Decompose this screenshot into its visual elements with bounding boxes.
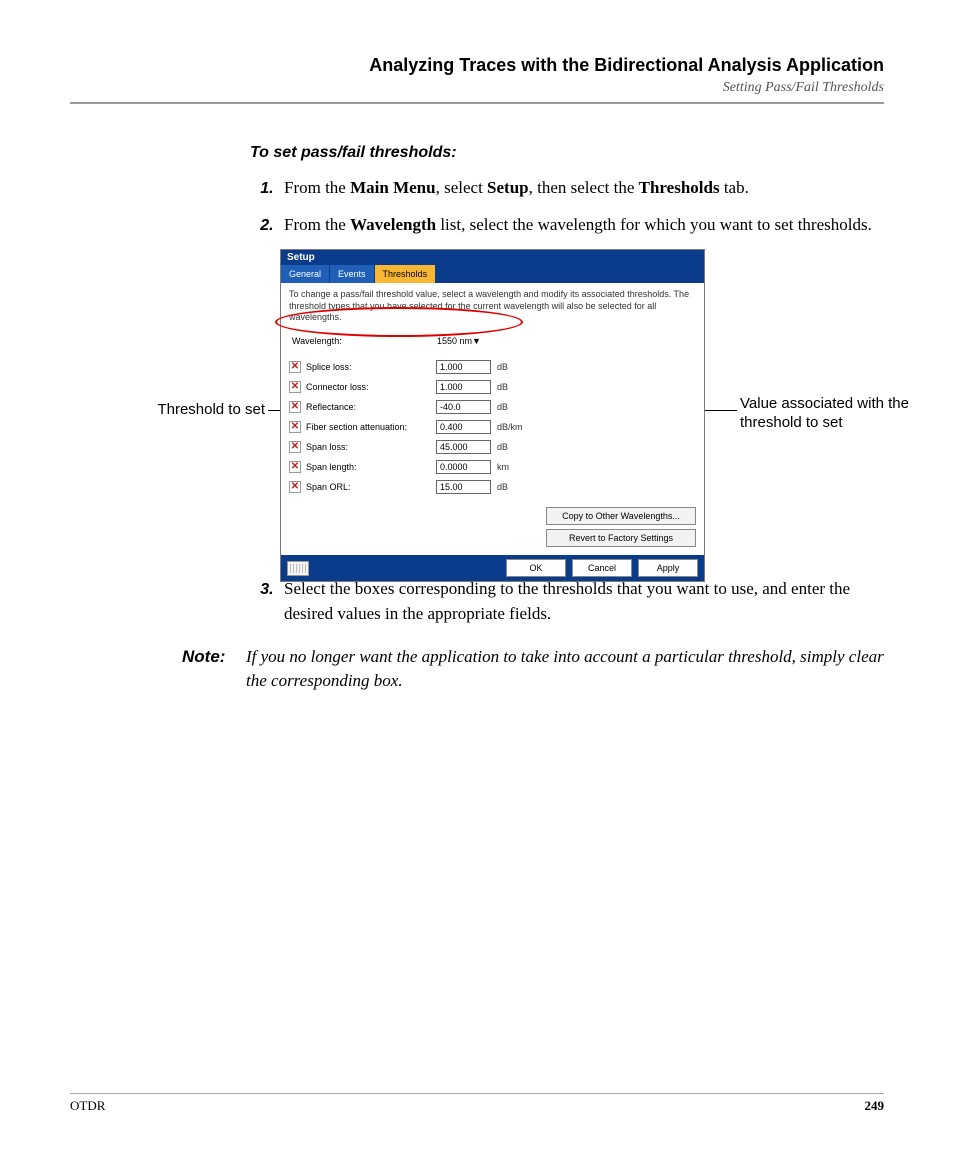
section-title: Setting Pass/Fail Thresholds: [70, 80, 884, 96]
threshold-label: Splice loss:: [306, 362, 436, 372]
keyboard-icon[interactable]: [287, 561, 309, 576]
threshold-value[interactable]: -40.0: [436, 400, 491, 414]
x-icon: ✕: [291, 402, 299, 412]
threshold-row: ✕ Span ORL:15.00 dB: [289, 477, 696, 497]
dialog-titlebar: Setup: [281, 250, 704, 265]
apply-button[interactable]: Apply: [638, 559, 698, 577]
threshold-checkbox[interactable]: ✕: [289, 461, 301, 473]
threshold-row: ✕ Fiber section attenuation:0.400 dB/km: [289, 417, 696, 437]
threshold-checkbox[interactable]: ✕: [289, 361, 301, 373]
step-1: From the Main Menu, select Setup, then s…: [278, 176, 884, 201]
step-2-text: From the: [284, 215, 350, 234]
x-icon: ✕: [291, 442, 299, 452]
step-1-bold: Thresholds: [639, 178, 720, 197]
threshold-value[interactable]: 15.00: [436, 480, 491, 494]
cancel-button[interactable]: Cancel: [572, 559, 632, 577]
callout-value-associated: Value associated with the threshold to s…: [740, 395, 910, 433]
x-icon: ✕: [291, 422, 299, 432]
tab-general[interactable]: General: [281, 265, 330, 283]
threshold-label: Span loss:: [306, 442, 436, 452]
threshold-row: ✕ Connector loss:1.000 dB: [289, 377, 696, 397]
step-1-text: tab.: [720, 178, 749, 197]
threshold-row: ✕ Span loss:45.000 dB: [289, 437, 696, 457]
threshold-unit: dB: [497, 482, 508, 492]
threshold-label: Connector loss:: [306, 382, 436, 392]
threshold-rows: ✕ Splice loss:1.000 dB ✕ Connector loss:1.00…: [289, 357, 696, 497]
wavelength-label: Wavelength:: [292, 336, 437, 346]
threshold-value[interactable]: 1.000: [436, 360, 491, 374]
threshold-unit: dB: [497, 382, 508, 392]
step-2-bold: Wavelength: [350, 215, 436, 234]
wavelength-row: Wavelength: 1550 nm ▼: [289, 331, 696, 351]
threshold-checkbox[interactable]: ✕: [289, 481, 301, 493]
threshold-row: ✕ Span length:0.0000 km: [289, 457, 696, 477]
step-1-text: , select: [436, 178, 487, 197]
dialog-footer: OK Cancel Apply: [281, 555, 704, 581]
threshold-label: Fiber section attenuation:: [306, 422, 436, 432]
threshold-checkbox[interactable]: ✕: [289, 401, 301, 413]
threshold-label: Span ORL:: [306, 482, 436, 492]
wavelength-dropdown-icon[interactable]: ▼: [472, 336, 481, 346]
x-icon: ✕: [291, 382, 299, 392]
threshold-checkbox[interactable]: ✕: [289, 381, 301, 393]
threshold-unit: dB: [497, 442, 508, 452]
threshold-checkbox[interactable]: ✕: [289, 421, 301, 433]
threshold-row: ✕ Reflectance:-40.0 dB: [289, 397, 696, 417]
page-footer: OTDR 249: [70, 1085, 884, 1114]
threshold-row: ✕ Splice loss:1.000 dB: [289, 357, 696, 377]
step-2-text: list, select the wavelength for which yo…: [436, 215, 872, 234]
step-1-bold: Setup: [487, 178, 529, 197]
note: Note: If you no longer want the applicat…: [182, 645, 884, 694]
step-1-bold: Main Menu: [350, 178, 435, 197]
dialog-body: To change a pass/fail threshold value, s…: [281, 283, 704, 555]
threshold-value[interactable]: 45.000: [436, 440, 491, 454]
threshold-unit: dB: [497, 402, 508, 412]
threshold-label: Span length:: [306, 462, 436, 472]
dialog-instruction: To change a pass/fail threshold value, s…: [289, 289, 696, 323]
threshold-unit: km: [497, 462, 509, 472]
tab-events[interactable]: Events: [330, 265, 375, 283]
setup-dialog: Setup General Events Thresholds To chang…: [280, 249, 705, 582]
threshold-unit: dB: [497, 362, 508, 372]
note-body: If you no longer want the application to…: [246, 645, 884, 694]
x-icon: ✕: [291, 462, 299, 472]
step-1-text: , then select the: [529, 178, 639, 197]
tab-thresholds[interactable]: Thresholds: [375, 265, 437, 283]
note-label: Note:: [182, 645, 246, 694]
threshold-value[interactable]: 1.000: [436, 380, 491, 394]
dialog-tabbar: General Events Thresholds: [281, 265, 704, 283]
procedure-heading: To set pass/fail thresholds:: [250, 144, 884, 162]
callout-threshold-to-set: Threshold to set: [70, 401, 265, 420]
figure: Threshold to set Value associated with t…: [70, 249, 884, 559]
x-icon: ✕: [291, 362, 299, 372]
wavelength-value[interactable]: 1550 nm: [437, 336, 472, 346]
step-1-text: From the: [284, 178, 350, 197]
threshold-value[interactable]: 0.0000: [436, 460, 491, 474]
revert-factory-button[interactable]: Revert to Factory Settings: [546, 529, 696, 547]
threshold-unit: dB/km: [497, 422, 523, 432]
threshold-value[interactable]: 0.400: [436, 420, 491, 434]
step-3: Select the boxes corresponding to the th…: [278, 577, 884, 626]
dialog-side-buttons: Copy to Other Wavelengths... Revert to F…: [289, 507, 696, 547]
copy-to-other-button[interactable]: Copy to Other Wavelengths...: [546, 507, 696, 525]
step-2: From the Wavelength list, select the wav…: [278, 213, 884, 238]
chapter-title: Analyzing Traces with the Bidirectional …: [70, 55, 884, 76]
header-rule: [70, 102, 884, 104]
threshold-checkbox[interactable]: ✕: [289, 441, 301, 453]
x-icon: ✕: [291, 482, 299, 492]
page-number: 249: [865, 1098, 885, 1114]
ok-button[interactable]: OK: [506, 559, 566, 577]
footer-rule: [70, 1093, 884, 1094]
threshold-label: Reflectance:: [306, 402, 436, 412]
footer-left: OTDR: [70, 1098, 105, 1114]
